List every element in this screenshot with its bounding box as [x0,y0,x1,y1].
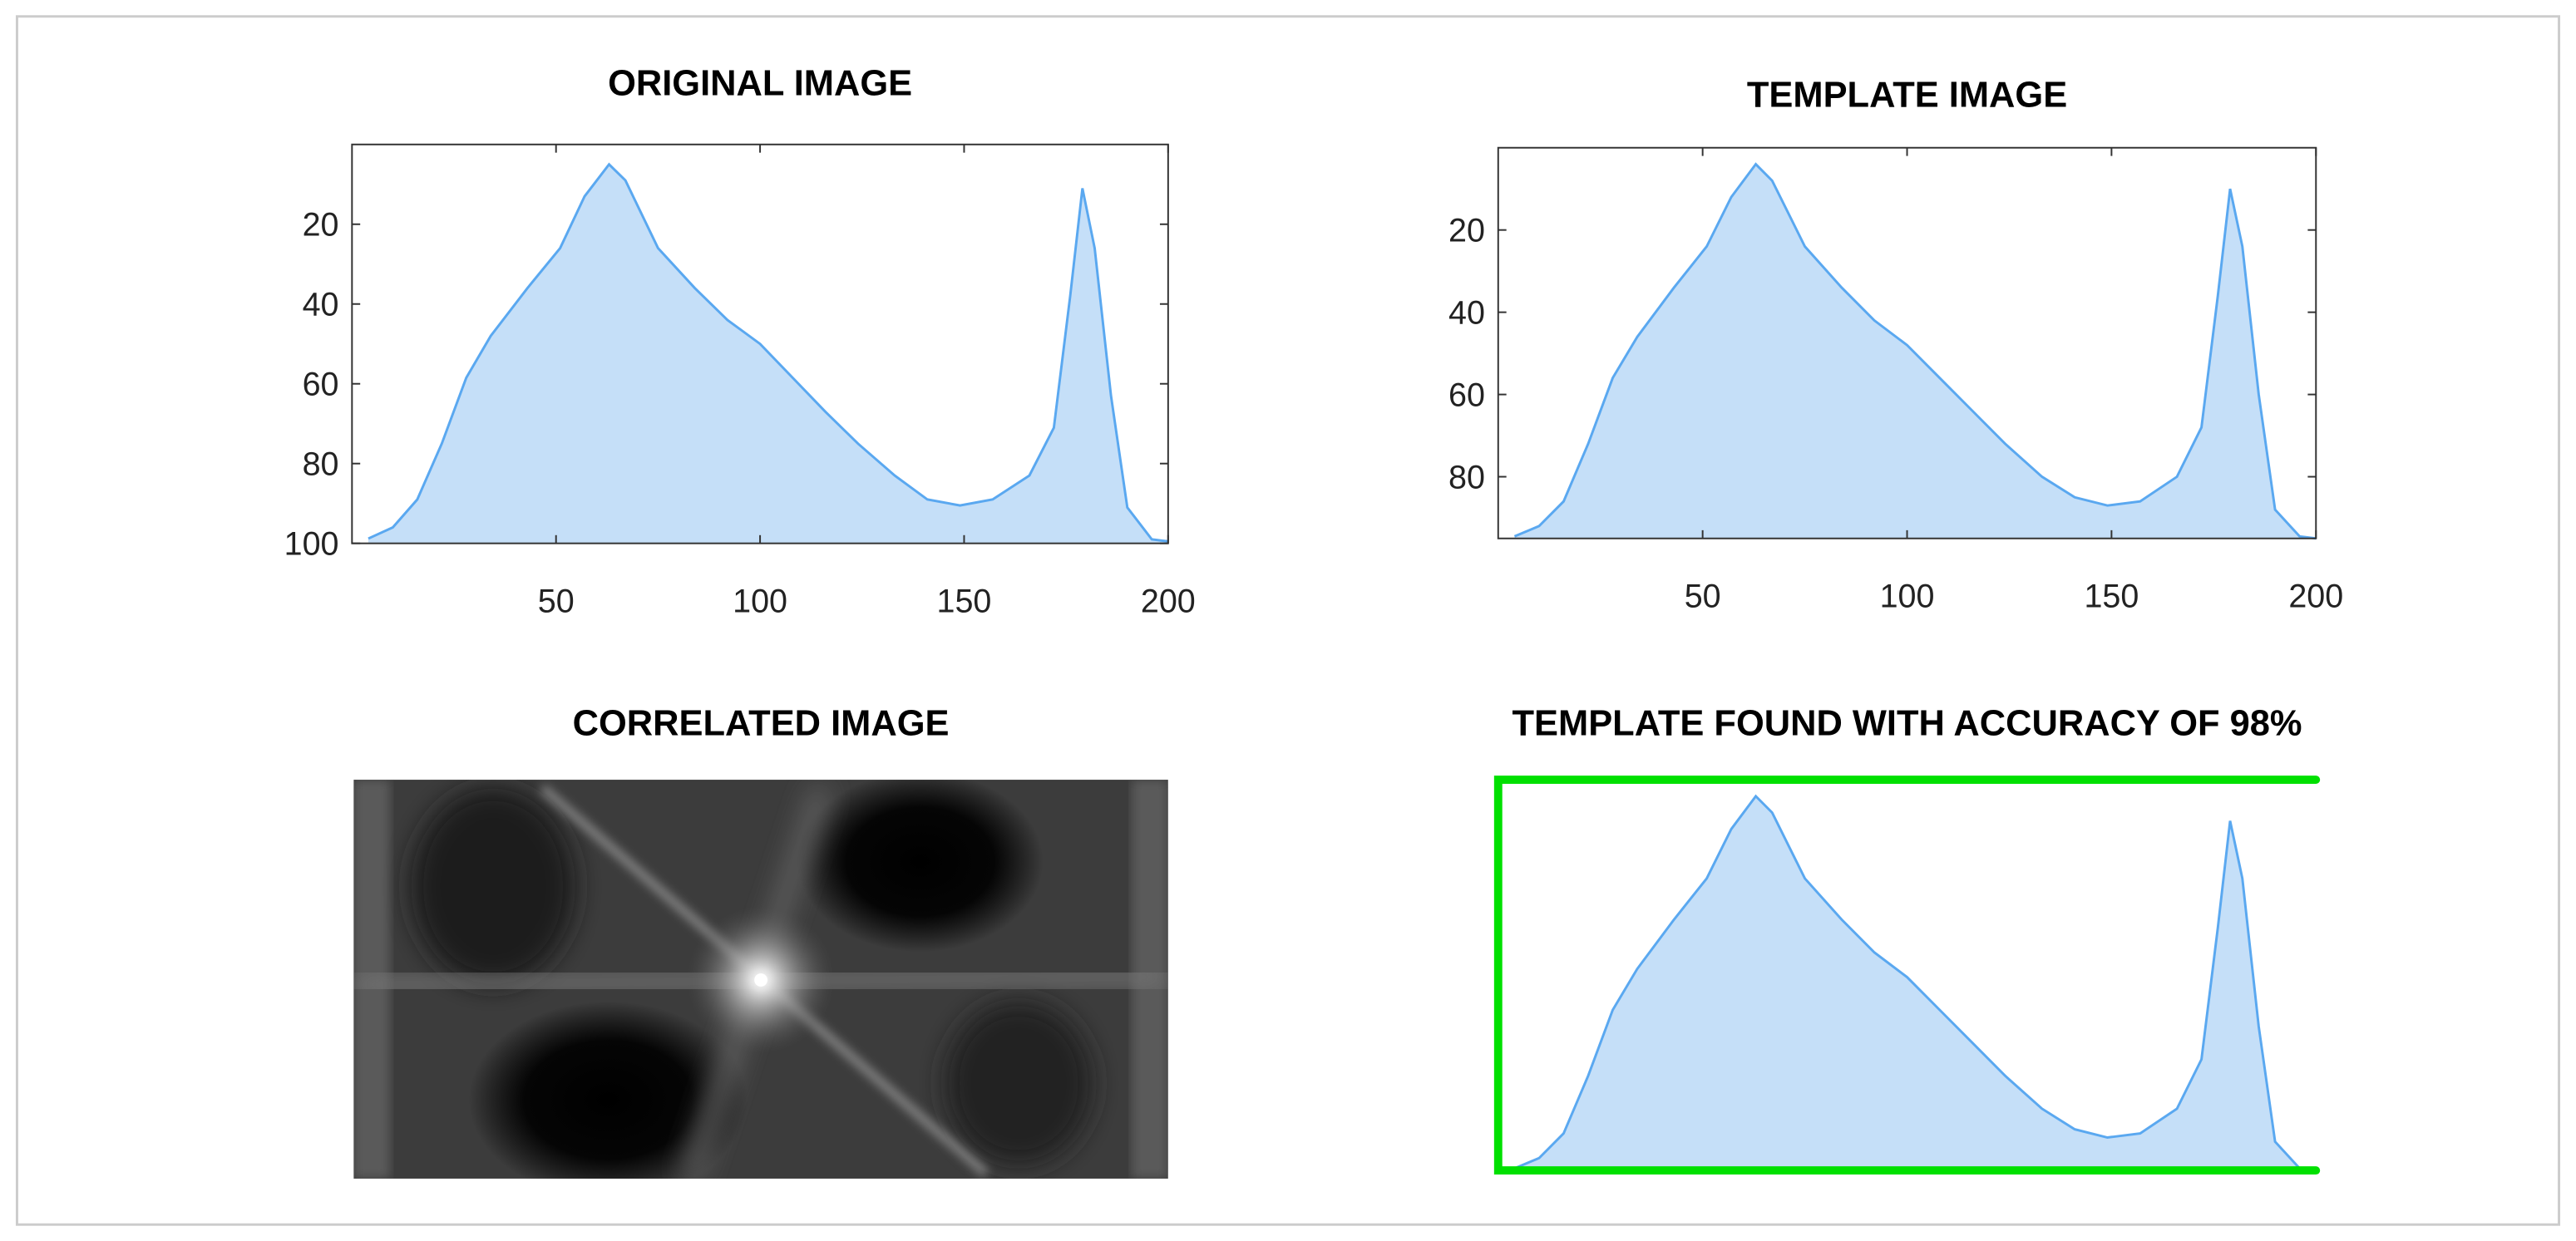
x-tick-label: 150 [2084,579,2139,615]
y-tick-label: 40 [1448,294,1485,331]
x-tick-label: 150 [937,584,992,620]
x-tick-label: 100 [733,584,787,620]
x-tick-label: 100 [1880,579,1935,615]
x-tick-label: 200 [2288,579,2343,615]
x-tick-label: 50 [538,584,575,620]
y-tick-label: 100 [284,526,339,563]
y-tick-label: 80 [303,446,339,483]
y-tick-label: 80 [1448,459,1485,495]
y-tick-label: 60 [1448,377,1485,413]
area-line [368,162,1169,543]
y-tick-label: 40 [303,287,339,323]
detection-frame [1493,776,2321,1175]
correlated-image [353,780,1168,1179]
panel-title: CORRELATED IMAGE [573,704,950,744]
panel-title: TEMPLATE IMAGE [1747,75,2067,115]
area-line [1513,794,2317,1172]
y-tick-label: 20 [303,207,339,244]
panel-title: TEMPLATE FOUND WITH ACCURACY OF 98% [1513,704,2302,744]
x-tick-label: 50 [1685,579,1721,615]
y-tick-label: 60 [303,367,339,403]
area-fill [1514,795,2317,1171]
y-tick-label: 20 [1448,213,1485,249]
panel-title: ORIGINAL IMAGE [608,64,912,104]
x-tick-label: 200 [1141,584,1196,620]
area-line [1513,162,2317,540]
area-fill [1514,164,2317,539]
